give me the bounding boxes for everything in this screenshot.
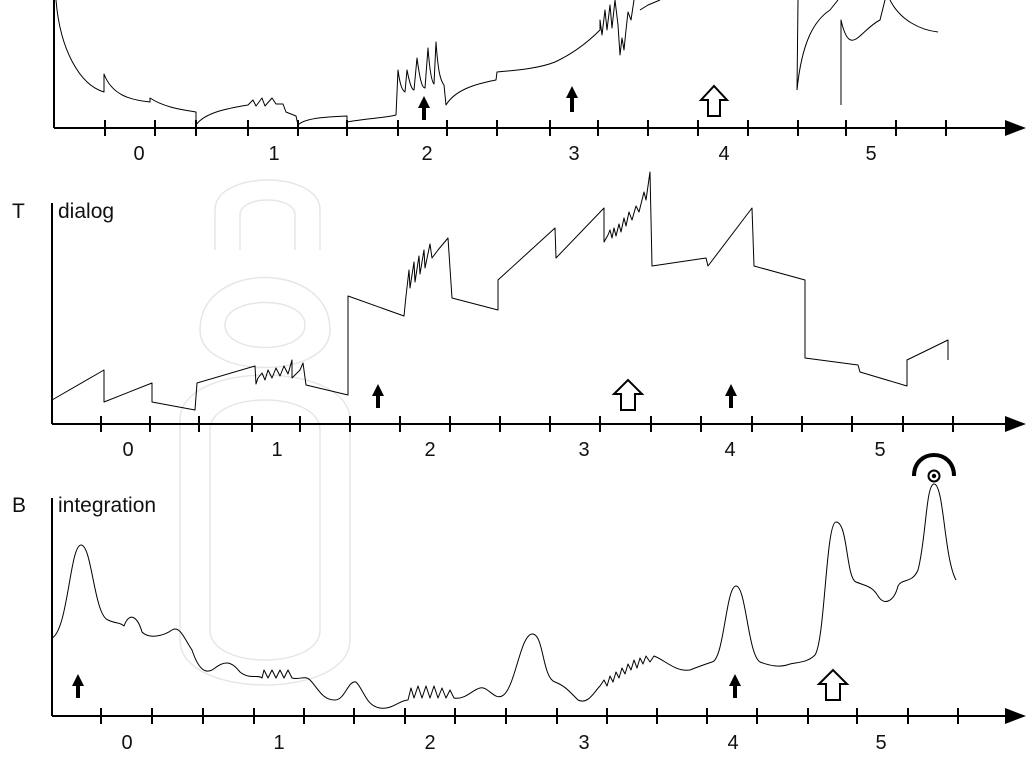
curve-top [55, 0, 939, 126]
tick-marks [104, 120, 947, 136]
tick-label: 2 [421, 143, 432, 165]
panel-letter: T [12, 200, 25, 223]
x-axis-arrowhead [1005, 416, 1026, 432]
panel-dialog: T dialog 0 1 2 3 4 5 [12, 171, 1026, 461]
tick-marks [100, 708, 959, 724]
hollow-arrow-1 [611, 378, 645, 411]
watermark [179, 179, 351, 686]
tick-label: 4 [724, 439, 735, 461]
fermata-symbol [912, 453, 956, 483]
tick-label: 5 [865, 143, 876, 165]
tick-label: 5 [874, 439, 885, 461]
tick-marks [100, 416, 954, 432]
curve-integration [51, 483, 957, 709]
tick-label: 1 [273, 732, 284, 754]
solid-arrow-1 [72, 674, 84, 698]
tick-label: 3 [578, 732, 589, 754]
solid-arrow-1 [418, 96, 430, 120]
tick-label: 2 [424, 732, 435, 754]
tick-label: 1 [268, 143, 279, 165]
solid-arrow-2 [566, 86, 578, 112]
solid-arrow-1 [372, 384, 384, 408]
hollow-arrow-1 [816, 668, 850, 701]
hollow-arrow-1 [698, 84, 730, 117]
solid-arrow-2 [725, 384, 737, 408]
tick-label: 4 [718, 143, 729, 165]
panel-top: 0 1 2 3 4 5 [53, 0, 1026, 165]
solid-arrow-2 [729, 674, 741, 698]
tick-label: 0 [133, 143, 144, 165]
tick-label: 4 [727, 732, 738, 754]
tick-label: 1 [271, 439, 282, 461]
tick-label: 3 [568, 143, 579, 165]
x-axis-arrowhead [1005, 708, 1026, 724]
x-axis-arrowhead [1005, 120, 1026, 136]
panel-letter: B [12, 494, 26, 517]
panel-title: dialog [58, 200, 114, 223]
curve-dialog [51, 171, 949, 411]
tick-label: 3 [578, 439, 589, 461]
tick-label: 5 [875, 732, 886, 754]
tick-label: 0 [121, 732, 132, 754]
panel-title: integration [58, 494, 156, 517]
panel-integration: B integration 0 1 2 3 4 5 [12, 453, 1026, 754]
tick-label: 2 [424, 439, 435, 461]
tick-label: 0 [122, 439, 133, 461]
